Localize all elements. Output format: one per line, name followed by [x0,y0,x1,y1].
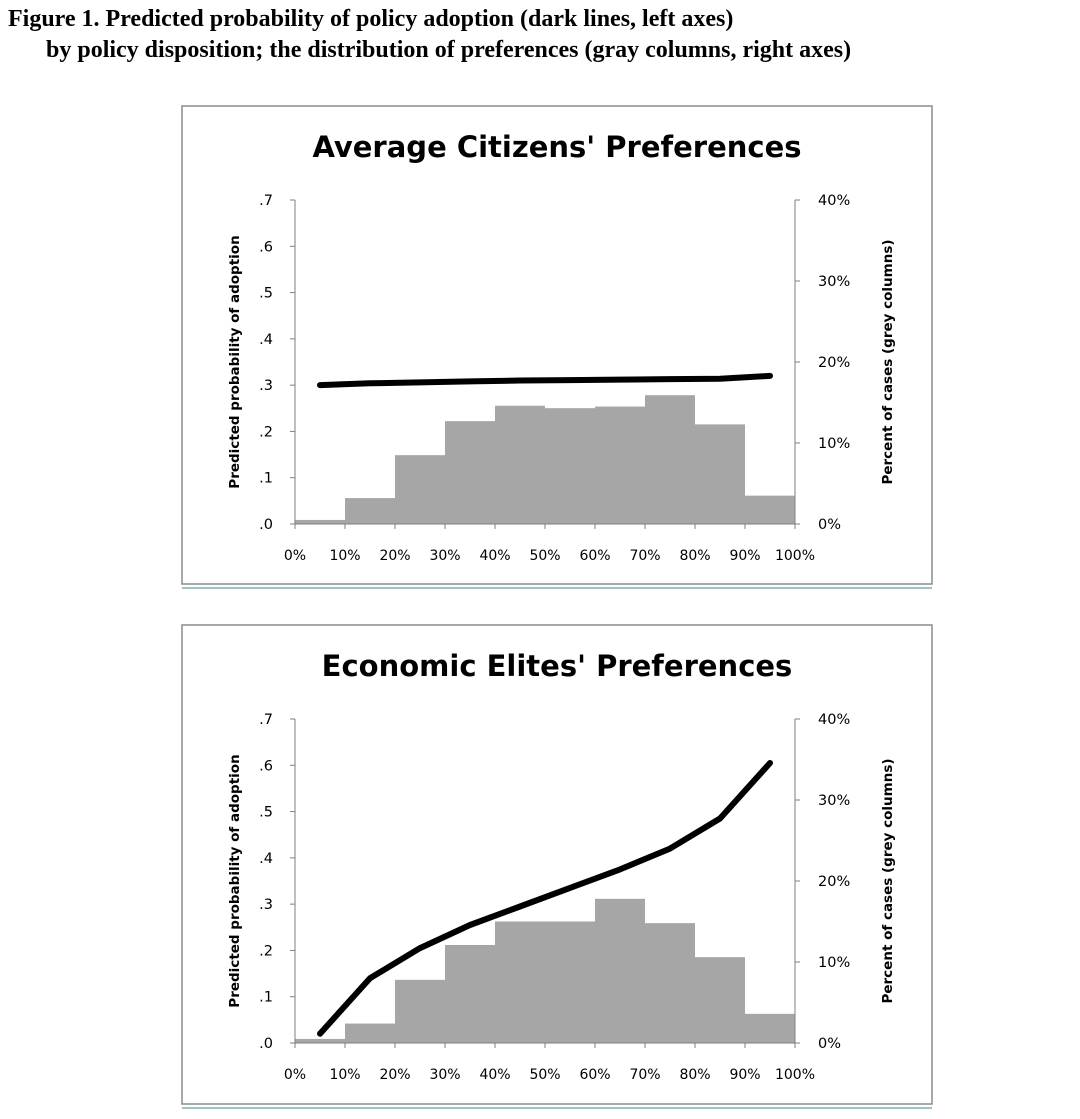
chart-2-title: Economic Elites' Preferences [322,649,793,683]
chart-1-column-8 [645,395,695,524]
chart-2-x-tick-label-9: 90% [729,1067,760,1083]
chart-2-y2-tick-label-0: 0% [818,1036,841,1052]
chart-1-column-4 [445,421,495,524]
chart-2-y-tick-label-0: .0 [259,1036,273,1052]
chart-1-y-tick-label-6: .6 [259,239,273,255]
chart-1-x-tick-label-3: 30% [429,548,460,564]
chart-1-y2-tick-label-4: 40% [818,193,850,209]
chart-2-column-5 [495,921,545,1043]
chart-1-x-tick-label-4: 40% [479,548,510,564]
chart-1-x-tick-label-10: 100% [775,548,815,564]
chart-2-y2-axis-title: Percent of cases (grey columns) [880,758,896,1003]
chart-2-column-4 [445,944,495,1043]
chart-1-probability-line [317,372,773,389]
chart-2-probability-line [317,760,773,1037]
figure-caption-line-1: Figure 1. Predicted probability of polic… [8,6,734,32]
chart-1-column-2 [345,498,395,524]
chart-1-column-5 [495,405,545,524]
chart-1-y-tick-label-3: .3 [259,378,273,394]
chart-1-title: Average Citizens' Preferences [312,130,801,164]
chart-1-y-tick-label-7: .7 [259,193,273,209]
chart-1-y-tick-label-1: .1 [259,471,273,487]
chart-2-y-tick-label-6: .6 [259,758,273,774]
chart-2-x-tick-label-8: 80% [679,1067,710,1083]
chart-2-x-tick-label-5: 50% [529,1067,560,1083]
chart-1-y2-tick-label-0: 0% [818,517,841,533]
chart-2-x-tick-label-6: 60% [579,1067,610,1083]
economic-elites-chart-panel: Economic Elites' Preferences .0 .1 .2 .3 .4 .5… [181,624,933,1111]
chart-2-x-tick-label-4: 40% [479,1067,510,1083]
chart-1-x-tick-label-1: 10% [329,548,360,564]
chart-1-x-tick-label-2: 20% [379,548,410,564]
chart-1-y-tick-label-0: .0 [259,517,273,533]
chart-1-column-1 [295,519,345,524]
chart-1-y-tick-label-4: .4 [259,332,273,348]
chart-1-y-axis-title: Predicted probability of adoption [227,235,243,488]
chart-1-x-tick-label-7: 70% [629,548,660,564]
figure-caption-line-2: by policy disposition; the distribution … [46,37,852,63]
chart-2-y-tick-label-3: .3 [259,897,273,913]
chart-2-x-tick-label-10: 100% [775,1067,815,1083]
chart-1-y2-tick-label-2: 20% [818,355,850,371]
chart-2-column-1 [295,1038,345,1043]
average-citizens-chart-panel: Average Citizens' Preferences .0 .1 .2 .3 .4.… [181,105,933,591]
chart-1-y2-tick-label-3: 30% [818,274,850,290]
chart-1-column-10 [745,495,795,524]
chart-1-x-tick-label-0: 0% [284,548,306,564]
chart-2-y2-tick-label-1: 10% [818,955,850,971]
chart-2-x-tick-label-0: 0% [284,1067,306,1083]
chart-2-x-tick-label-7: 70% [629,1067,660,1083]
chart-2-x-tick-label-3: 30% [429,1067,460,1083]
chart-2-y-tick-label-5: .5 [259,805,273,821]
chart-1-x-tick-label-8: 80% [679,548,710,564]
chart-1-x-tick-label-5: 50% [529,548,560,564]
chart-1-x-tick-label-9: 90% [729,548,760,564]
chart-2-y-axis-title: Predicted probability of adoption [227,754,243,1007]
chart-1-y-tick-label-5: .5 [259,286,273,302]
chart-2-column-9 [695,957,745,1043]
chart-2-column-8 [645,923,695,1043]
chart-2-y-tick-label-2: .2 [259,943,273,959]
chart-2-y-tick-label-4: .4 [259,851,273,867]
chart-1-x-tick-label-6: 60% [579,548,610,564]
chart-2-y-tick-label-1: .1 [259,990,273,1006]
chart-1-column-9 [695,424,745,524]
chart-1-column-3 [395,455,445,524]
chart-1-column-6 [545,408,595,524]
chart-2-column-3 [395,979,445,1043]
economic-elites-chart: Economic Elites' Preferences .0 .1 .2 .3 .4 .5… [181,624,933,1109]
chart-2-column-6 [545,921,595,1043]
chart-2-x-tick-label-2: 20% [379,1067,410,1083]
chart-2-column-10 [745,1013,795,1043]
chart-1-y-tick-label-2: .2 [259,424,273,440]
chart-2-y2-tick-label-3: 30% [818,793,850,809]
average-citizens-chart: Average Citizens' Preferences .0 .1 .2 .3 .4.… [181,105,933,589]
chart-2-column-2 [345,1023,395,1043]
chart-1-y2-axis-title: Percent of cases (grey columns) [880,239,896,484]
chart-1-y2-tick-label-1: 10% [818,436,850,452]
chart-2-x-tick-label-1: 10% [329,1067,360,1083]
chart-1-column-7 [595,406,645,524]
chart-2-column-7 [595,898,645,1043]
chart-2-y2-tick-label-2: 20% [818,874,850,890]
chart-2-y-tick-label-7: .7 [259,712,273,728]
figure-caption: Figure 1. Predicted probability of polic… [8,4,1076,66]
chart-2-y2-tick-label-4: 40% [818,712,850,728]
